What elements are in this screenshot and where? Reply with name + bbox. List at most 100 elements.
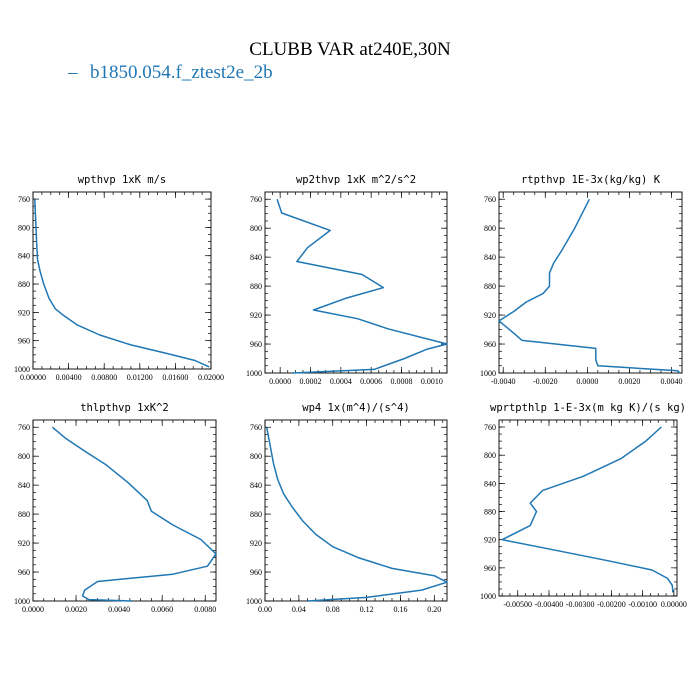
- plot-frame: [32, 419, 217, 602]
- plot-frame: [498, 191, 683, 374]
- x-tick-label: -0.00300: [566, 600, 595, 609]
- series-line-1: [501, 426, 674, 593]
- x-tick-label: -0.00100: [628, 600, 657, 609]
- x-tick-label: 0.0040: [660, 377, 682, 386]
- y-tick-label: 800: [18, 452, 30, 461]
- y-tick-label: 760: [484, 423, 496, 432]
- y-tick-label: 840: [484, 479, 496, 488]
- x-tick-label: 0.0000: [22, 605, 44, 614]
- y-tick-label: 920: [484, 311, 496, 320]
- x-tick-label: 0.08: [326, 605, 340, 614]
- y-tick-label: 960: [18, 568, 30, 577]
- y-tick-label: 880: [18, 510, 30, 519]
- panel-title: rtpthvp 1E-3x(kg/kg) K: [521, 174, 661, 186]
- y-tick-label: 1000: [246, 597, 262, 606]
- x-tick-label: 0.12: [360, 605, 374, 614]
- x-tick-label: 0.0060: [151, 605, 173, 614]
- x-tick-label: 0.00000: [661, 600, 687, 609]
- y-tick-label: 880: [250, 282, 262, 291]
- panel-title: wp2thvp 1xK m^2/s^2: [296, 174, 416, 186]
- x-tick-label: 0.0040: [108, 605, 130, 614]
- x-tick-label: 0.0020: [65, 605, 87, 614]
- x-tick-label: 0.0008: [391, 377, 413, 386]
- x-tick-label: 0.0006: [360, 377, 382, 386]
- x-tick-label: -0.0020: [533, 377, 558, 386]
- x-tick-label: -0.00500: [503, 600, 532, 609]
- y-tick-label: 840: [18, 252, 30, 261]
- x-tick-label: 0.0000: [576, 377, 598, 386]
- series-line-1: [265, 427, 448, 602]
- panel-5: wp4 1x(m^4)/(s^4) 0.00 0.04 0.08 0.12 0.16 0.2…: [246, 402, 448, 614]
- y-tick-label: 920: [484, 536, 496, 545]
- y-tick-label: 840: [484, 253, 496, 262]
- x-tick-label: 0.00800: [91, 373, 117, 382]
- y-tick-label: 1000: [14, 597, 30, 606]
- legend: – b1850.054.f_ztest2e_2b: [67, 62, 273, 83]
- y-tick-label: 800: [18, 223, 30, 232]
- x-tick-label: 0.01200: [127, 373, 153, 382]
- x-tick-label: 0.00: [258, 605, 272, 614]
- x-tick-label: -0.0040: [491, 377, 516, 386]
- series-line-1: [276, 198, 448, 374]
- panels: wpthvp 1xK m/s0.00000 0.00400 0.00800 0.012…: [14, 174, 687, 614]
- y-tick-label: 760: [18, 423, 30, 432]
- panel-4: thlpthvp 1xK^2 0.0000 0.0020 0.0040 0.0060 0.…: [14, 402, 217, 614]
- y-tick-label: 960: [18, 337, 30, 346]
- x-tick-label: 0.0000: [269, 377, 291, 386]
- y-tick-label: 880: [18, 280, 30, 289]
- y-tick-label: 760: [484, 195, 496, 204]
- x-tick-label: 0.0010: [421, 377, 443, 386]
- x-tick-label: 0.02000: [198, 373, 224, 382]
- y-tick-label: 960: [484, 340, 496, 349]
- y-tick-label: 760: [250, 195, 262, 204]
- series-line-1: [51, 426, 217, 602]
- y-tick-label: 840: [18, 481, 30, 490]
- y-tick-label: 960: [250, 568, 262, 577]
- y-tick-label: 760: [250, 423, 262, 432]
- x-tick-label: 0.00000: [20, 373, 46, 382]
- panel-6: wprtpthlp 1-E-3x(m kg K)/(s kg)-0.00500-…: [480, 402, 687, 609]
- y-tick-label: 1000: [480, 369, 496, 378]
- panel-title: wprtpthlp 1-E-3x(m kg K)/(s kg): [490, 402, 686, 414]
- plot-frame: [264, 419, 448, 602]
- y-tick-label: 920: [250, 539, 262, 548]
- x-tick-label: 0.0004: [330, 377, 352, 386]
- panel-title: thlpthvp 1xK^2: [80, 402, 169, 414]
- y-tick-label: 880: [484, 282, 496, 291]
- series-line-1: [34, 199, 210, 368]
- x-tick-label: 0.04: [292, 605, 306, 614]
- x-tick-label: 0.16: [393, 605, 407, 614]
- x-tick-label: -0.00400: [535, 600, 564, 609]
- panel-title: wp4 1x(m^4)/(s^4): [302, 402, 409, 414]
- x-tick-label: 0.01600: [162, 373, 188, 382]
- panel-1: wpthvp 1xK m/s 0.00000 0.00400 0.00800 0.012…: [14, 174, 224, 382]
- y-tick-label: 920: [18, 308, 30, 317]
- legend-label: b1850.054.f_ztest2e_2b: [90, 62, 273, 83]
- y-tick-label: 1000: [480, 592, 496, 601]
- y-tick-label: 800: [250, 452, 262, 461]
- y-tick-label: 880: [484, 508, 496, 517]
- y-tick-label: 800: [250, 224, 262, 233]
- y-tick-label: 960: [250, 340, 262, 349]
- y-tick-label: 840: [250, 253, 262, 262]
- x-tick-label: 0.0002: [300, 377, 322, 386]
- y-tick-label: 920: [250, 311, 262, 320]
- panel-2: wp2thvp 1xK m^2/s^2 0.0000 0.0002 0.0004 0.0…: [246, 174, 448, 386]
- y-tick-label: 920: [18, 539, 30, 548]
- x-tick-label: 0.0020: [618, 377, 640, 386]
- panel-title: wpthvp 1xK m/s: [78, 174, 167, 186]
- y-tick-label: 800: [484, 451, 496, 460]
- plot-frame: [264, 191, 448, 374]
- y-tick-label: 960: [484, 564, 496, 573]
- y-tick-label: 1000: [246, 369, 262, 378]
- panel-3: rtpthvp 1E-3x(kg/kg) K -0.0040 -0.0020 0.00…: [480, 174, 682, 386]
- x-tick-label: 0.20: [427, 605, 441, 614]
- x-tick-label: 0.00400: [56, 373, 82, 382]
- figure-title: CLUBB VAR at240E,30N: [249, 39, 451, 60]
- y-tick-label: 1000: [14, 365, 30, 374]
- y-tick-label: 760: [18, 195, 30, 204]
- x-tick-label: -0.00200: [597, 600, 626, 609]
- y-tick-label: 880: [250, 510, 262, 519]
- y-tick-label: 840: [250, 481, 262, 490]
